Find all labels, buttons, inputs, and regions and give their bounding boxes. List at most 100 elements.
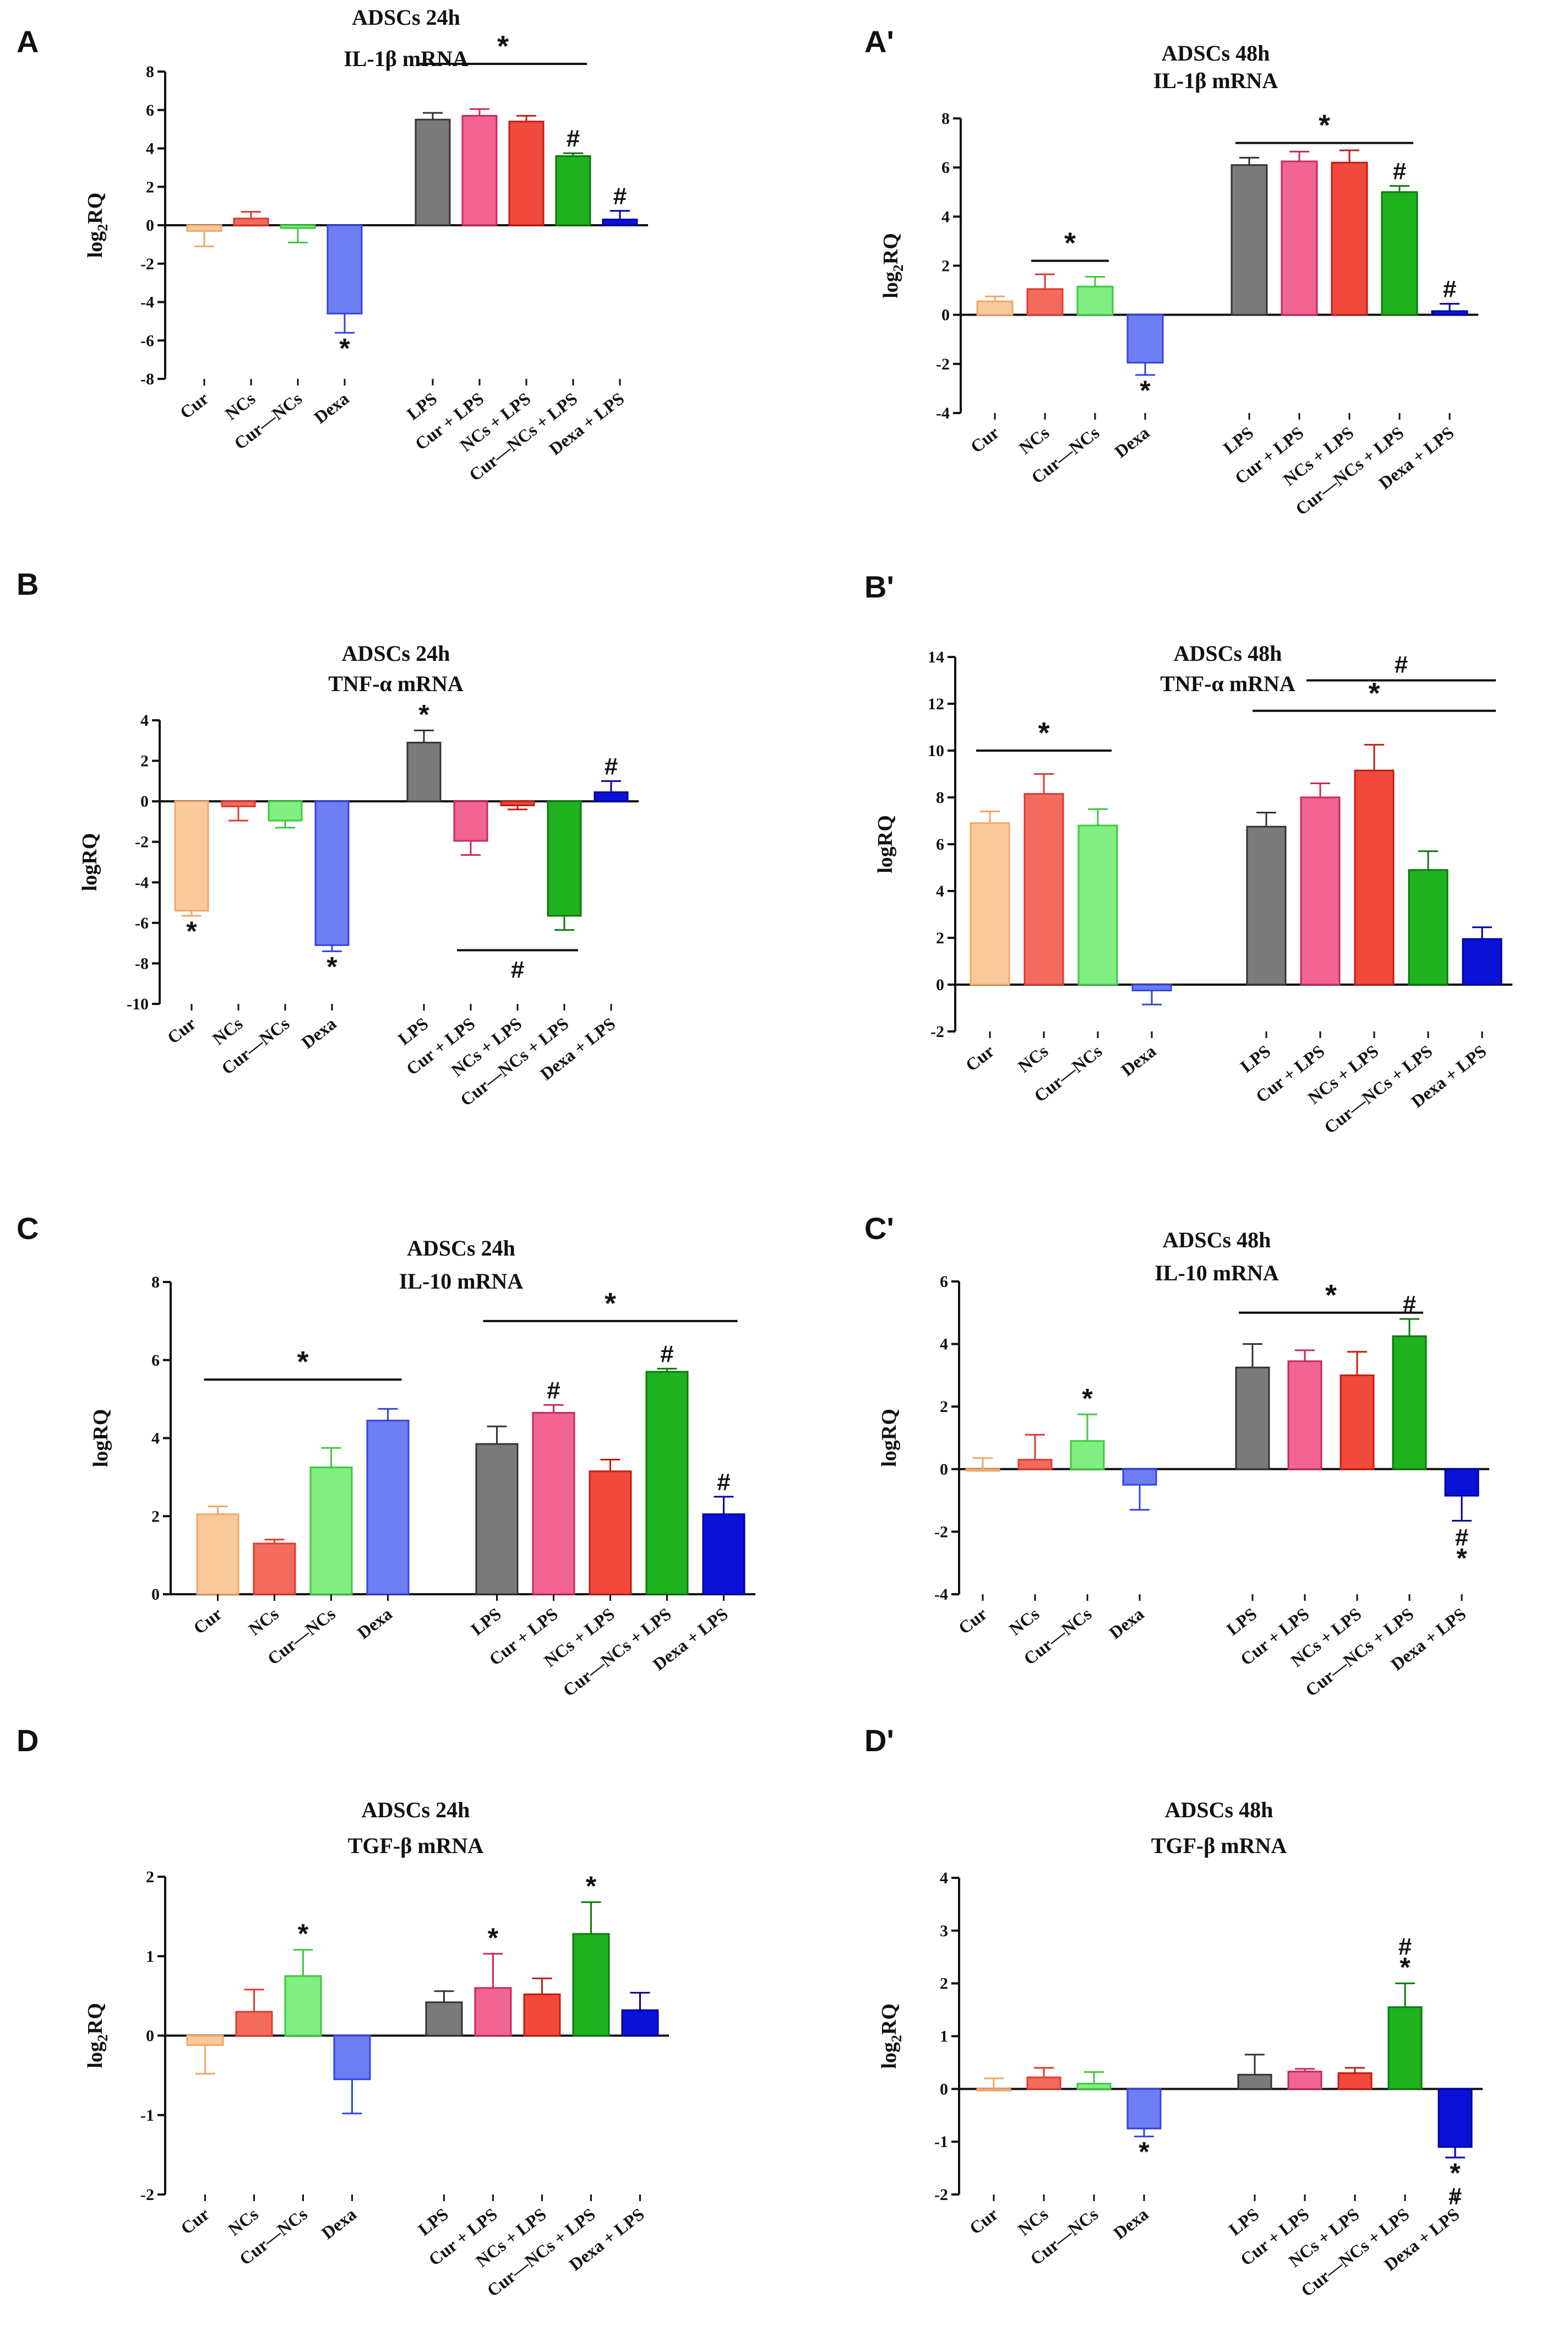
bar-ncs-lps xyxy=(1354,769,1395,986)
panel-letter: D xyxy=(17,1723,39,1758)
significance-line-label: * xyxy=(1064,227,1076,260)
y-tick-label: 6 xyxy=(146,101,154,119)
y-tick-label: 4 xyxy=(936,882,944,900)
bar-cur-lps xyxy=(461,115,498,226)
bar-ncs-lps xyxy=(1331,161,1368,316)
bar-dexa-lps xyxy=(1438,2088,1473,2148)
chart-title: ADSCs 24h xyxy=(352,5,460,30)
y-tick-label: -4 xyxy=(135,873,149,892)
y-tick-label: 10 xyxy=(928,742,944,760)
y-axis-label: logRQ xyxy=(78,833,101,892)
y-tick-label: 0 xyxy=(146,216,154,235)
panel-cprime: C' ADSCs 48h IL-10 mRNA -4 -2 0 2 4 6 logRQ Cur NCs… xyxy=(864,1211,1489,1700)
y-tick-label: 0 xyxy=(940,1460,948,1479)
bar-lps xyxy=(1235,1366,1270,1470)
bar-cur-lps xyxy=(453,800,488,842)
category-label: LPS xyxy=(1219,422,1257,458)
category-label: NCs xyxy=(1014,2204,1052,2239)
y-tick-label: -10 xyxy=(127,995,149,1013)
significance-mark: * xyxy=(1082,1383,1093,1414)
significance-mark: # xyxy=(605,753,618,780)
y-tick-label: 2 xyxy=(936,929,944,947)
bar-dexa xyxy=(326,224,363,314)
chart-subtitle: TNF-α mRNA xyxy=(1160,671,1295,696)
significance-mark: * xyxy=(186,916,197,947)
panel-d: D ADSCs 24h TGF-β mRNA -2 -1 0 1 2 log2RQ Cur NCs *… xyxy=(17,1723,669,2300)
significance-mark: * xyxy=(1140,375,1151,406)
category-label: Dexa xyxy=(1118,1041,1160,1080)
bar-cur-ncs xyxy=(1076,2083,1112,2090)
bar-dexa-lps xyxy=(1444,1468,1479,1497)
category-label: NCs xyxy=(1014,1041,1052,1076)
significance-mark: * xyxy=(339,333,350,363)
category-label: Cur xyxy=(177,2204,213,2238)
category-label: Cur xyxy=(962,1041,998,1075)
panel-a: A ADSCs 24h IL-1β mRNA -8 -6 -4 -2 0 2 4 6 8 log2RQ C… xyxy=(17,5,648,485)
category-label: NCs xyxy=(221,388,259,423)
category-label: Cur xyxy=(189,1604,226,1638)
significance-mark: * xyxy=(1139,2137,1150,2168)
bar-cur xyxy=(970,822,1010,986)
category-label: Cur xyxy=(164,1013,200,1047)
y-tick-label: 6 xyxy=(940,1273,948,1291)
bar-cur-ncs-lps xyxy=(555,155,591,226)
category-label: LPS xyxy=(1223,1604,1260,1639)
bar-ncs-lps xyxy=(523,1993,561,2036)
significance-mark: * xyxy=(1400,1952,1411,1983)
bar-dexa xyxy=(1126,314,1164,364)
y-tick-label: 4 xyxy=(940,1335,948,1354)
significance-mark: # xyxy=(660,1340,673,1367)
panel-letter: B xyxy=(17,567,39,601)
category-label: NCs xyxy=(244,1604,282,1639)
category-label: LPS xyxy=(403,388,440,424)
bar-ncs xyxy=(253,1542,296,1595)
y-tick-label: -2 xyxy=(135,833,149,851)
y-tick-label: 2 xyxy=(146,1868,154,1886)
y-axis-label: log2RQ xyxy=(878,2003,905,2069)
y-tick-label: 2 xyxy=(940,1398,948,1416)
y-tick-label: -4 xyxy=(934,1585,948,1604)
bar-lps xyxy=(1231,164,1268,316)
y-tick-label: 4 xyxy=(140,711,149,730)
y-axis-label: logRQ xyxy=(874,815,897,873)
bar-dexa xyxy=(366,1420,410,1595)
chart-title: ADSCs 48h xyxy=(1174,641,1282,666)
bar-ncs xyxy=(221,800,256,807)
y-tick-label: 1 xyxy=(940,2028,948,2046)
category-label: Dexa xyxy=(1110,2204,1152,2243)
significance-mark: # xyxy=(613,183,627,210)
significance-line-label: * xyxy=(297,1345,308,1378)
y-tick-label: 6 xyxy=(151,1351,160,1370)
significance-mark: * xyxy=(586,1871,597,1902)
significance-line-label: * xyxy=(1368,677,1380,710)
bar-cur xyxy=(965,1468,1000,1472)
category-label: NCs xyxy=(209,1013,246,1049)
bar-lps xyxy=(406,741,442,802)
y-tick-label: 4 xyxy=(151,1430,160,1448)
y-tick-label: 0 xyxy=(936,976,944,994)
bar-ncs-lps xyxy=(1337,2072,1373,2090)
bar-ncs xyxy=(1026,288,1064,316)
category-label: NCs xyxy=(1005,1604,1043,1639)
bar-cur xyxy=(196,1513,239,1595)
y-tick-label: 14 xyxy=(928,648,944,666)
bar-dexa xyxy=(1126,2088,1162,2130)
bar-ncs xyxy=(1026,2076,1061,2090)
y-tick-label: -2 xyxy=(936,355,950,373)
y-axis-label: log2RQ xyxy=(84,193,111,258)
category-label: Dexa xyxy=(298,1013,340,1052)
y-tick-label: 0 xyxy=(140,792,149,811)
significance-line-label: * xyxy=(497,30,509,63)
y-tick-label: -4 xyxy=(936,404,950,422)
category-label: NCs xyxy=(1015,422,1053,458)
y-tick-label: 0 xyxy=(151,1585,160,1604)
bar-lps xyxy=(1237,2073,1272,2090)
y-axis-label: logRQ xyxy=(878,1409,901,1467)
y-tick-label: 0 xyxy=(146,2027,154,2045)
category-label: LPS xyxy=(414,2204,451,2240)
bar-lps xyxy=(415,118,451,226)
chart-subtitle: IL-10 mRNA xyxy=(399,1269,524,1294)
y-tick-label: -2 xyxy=(934,2186,948,2204)
